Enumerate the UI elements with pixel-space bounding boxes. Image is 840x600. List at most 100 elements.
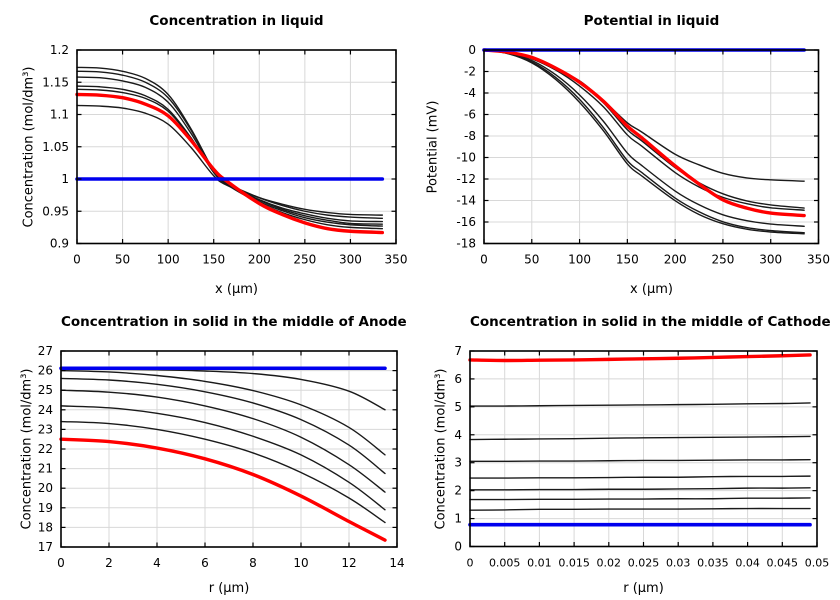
series-curve-t6: [483, 49, 805, 235]
y-tick-label: 20: [38, 481, 53, 495]
y-axis-label-br: Concentration (mol/dm³): [433, 368, 449, 530]
y-tick-label: 1.2: [50, 43, 69, 57]
y-tick-label: -8: [464, 129, 476, 143]
y-tick-label: 1.05: [42, 140, 69, 154]
series-curve-t1: [60, 368, 386, 411]
y-tick-label: 4: [454, 428, 462, 442]
x-tick-label: 0.03: [666, 557, 691, 570]
y-tick-label: 19: [38, 501, 53, 515]
chart-title-potential-liquid: Potential in liquid: [583, 13, 720, 29]
x-tick-label: 0.02: [597, 557, 622, 570]
y-axis-label-bl: Concentration (mol/dm³): [19, 368, 35, 530]
series-curve-t7: [469, 507, 811, 511]
x-tick-label: 250: [293, 253, 316, 267]
y-tick-label: -18: [456, 237, 476, 251]
x-tick-label: 200: [664, 253, 687, 267]
x-tick-label: 50: [524, 253, 539, 267]
y-axis-label-tl: Concentration (mol/dm³): [21, 66, 37, 228]
x-tick-label: 12: [341, 556, 356, 570]
x-tick-label: 0.035: [697, 557, 729, 570]
series-curve-final: [59, 437, 387, 542]
series-curve-t5: [60, 405, 386, 511]
x-tick-label: 0: [73, 253, 81, 267]
plot-concentration-solid-cathode: 0 0.005 0.01 0.015 0.02 0.025 0.03 0.035 0.04 0.0…: [454, 344, 830, 570]
chart-title-concentration-liquid: Concentration in liquid: [149, 13, 324, 29]
plot-concentration-in-liquid: 0 50 100 150 200 250 300 350 0.9 0.95 1 1.05 1.1 1.15…: [42, 43, 408, 267]
y-tick-label: -4: [464, 86, 476, 100]
y-tick-label: 17: [38, 540, 53, 554]
series-curve-final: [75, 92, 385, 235]
y-tick-label: 27: [38, 344, 53, 358]
x-tick-label: 0: [57, 556, 65, 570]
series-curve-t3: [60, 377, 386, 475]
y-tick-label: 5: [454, 400, 462, 414]
x-axis-label-br: r (µm): [623, 581, 664, 596]
y-tick-label: 1.1: [50, 108, 69, 122]
x-tick-label: 0.025: [628, 557, 660, 570]
axes-frame: [483, 49, 820, 245]
x-tick-label: 4: [153, 556, 161, 570]
y-tick-label: 0.95: [42, 204, 69, 218]
y-tick-label: 1: [61, 172, 69, 186]
x-tick-label: 350: [807, 253, 830, 267]
y-tick-label: -12: [456, 172, 476, 186]
y-tick-label: -10: [456, 151, 476, 165]
plot-potential-in-liquid: 0 50 100 150 200 250 300 350 0 -2 -4 -6 -8 -10 -12 -14 -…: [456, 43, 830, 267]
x-tick-label: 50: [115, 253, 130, 267]
series-curve-t2: [60, 369, 386, 456]
x-tick-label: 100: [157, 253, 180, 267]
x-tick-label: 0.04: [735, 557, 760, 570]
y-tick-label: -6: [464, 108, 476, 122]
y-tick-label: 23: [38, 422, 53, 436]
y-tick-label: 25: [38, 383, 53, 397]
x-tick-label: 14: [389, 556, 404, 570]
y-tick-label: 18: [38, 520, 53, 534]
y-tick-label: 26: [38, 364, 53, 378]
series-curve-t3: [469, 458, 811, 463]
series-curve-t6: [469, 497, 811, 501]
y-tick-label: 2: [454, 484, 462, 498]
series-curve-t2: [469, 435, 811, 441]
x-tick-label: 6: [201, 556, 209, 570]
y-tick-label: 0: [454, 540, 462, 554]
y-tick-label: 3: [454, 456, 462, 470]
series-curve-t6: [60, 420, 386, 524]
y-tick-label: -2: [464, 65, 476, 79]
series-curve-t5: [483, 49, 805, 234]
series-curve-t5: [469, 487, 811, 491]
x-tick-label: 150: [202, 253, 225, 267]
x-tick-label: 200: [248, 253, 271, 267]
x-tick-label: 0.015: [558, 557, 590, 570]
series-curve-t4: [469, 475, 811, 479]
x-tick-label: 8: [249, 556, 257, 570]
y-tick-label: 7: [454, 344, 462, 358]
series-curve-t4: [60, 389, 386, 493]
y-tick-label: 0.9: [50, 237, 69, 251]
x-tick-label: 2: [105, 556, 113, 570]
series-curve-t1: [76, 104, 384, 216]
y-axis-label-tr: Potential (mV): [425, 100, 441, 194]
series-curve-final: [468, 353, 812, 363]
x-tick-label: 0: [467, 557, 474, 570]
x-tick-label: 300: [339, 253, 362, 267]
chart-title-solid-cathode: Concentration in solid in the middle of …: [470, 314, 831, 330]
series-curve-final: [482, 48, 806, 218]
x-tick-label: 0.005: [489, 557, 521, 570]
y-tick-label: -16: [456, 215, 476, 229]
x-axis-label-tl: x (µm): [215, 282, 258, 297]
series-curve-t4: [483, 49, 805, 227]
x-tick-label: 150: [616, 253, 639, 267]
x-tick-label: 0.05: [805, 557, 830, 570]
y-tick-label: 1.15: [42, 75, 69, 89]
x-tick-label: 0.01: [527, 557, 552, 570]
x-tick-label: 250: [711, 253, 734, 267]
x-tick-label: 100: [568, 253, 591, 267]
y-tick-label: 0: [468, 43, 476, 57]
y-tick-label: 1: [454, 512, 462, 526]
x-tick-label: 350: [385, 253, 408, 267]
x-axis-label-bl: r (µm): [208, 581, 250, 596]
chart-title-solid-anode: Concentration in solid in the middle of …: [61, 314, 407, 330]
x-tick-label: 10: [293, 556, 308, 570]
y-tick-label: -14: [456, 194, 476, 208]
